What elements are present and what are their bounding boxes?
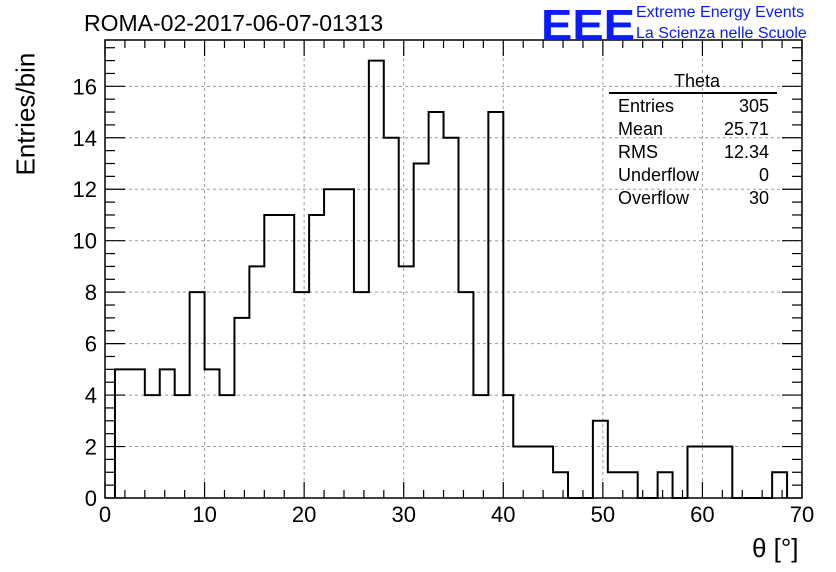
plot-frame [104,39,803,499]
stats-row-mean: Mean 25.71 [609,118,777,141]
y-tick-label: 14 [73,126,97,151]
histogram-bin [473,395,488,498]
stats-value: 25.71 [723,119,769,139]
eee-logo: EEE [541,1,635,46]
stats-value: 12.34 [723,142,769,162]
x-tick-label: 0 [99,502,111,527]
histogram-bin [294,292,309,498]
histogram-bin [234,318,249,498]
histogram-bin [309,215,324,498]
histogram-bin [354,292,369,498]
axis-ticks [104,40,803,499]
chart-title: ROMA-02-2017-06-07-01313 [84,10,384,36]
x-tick-label: 50 [591,502,615,527]
eee-logo-text: Extreme Energy Events La Scienza nelle S… [636,2,807,44]
x-tick-label: 40 [491,502,515,527]
histogram-bin [115,369,145,498]
x-axis-label: θ [°] [752,533,799,563]
stats-box: Theta Entries 305 Mean 25.71 RMS 12.34 Unde… [609,70,777,210]
y-tick-label: 12 [73,177,97,202]
y-tick-labels: 0 2 4 6 8 10 12 14 16 [73,74,97,511]
stats-title: Theta [673,71,721,91]
histogram-bin [205,369,220,498]
stats-row-underflow: Underflow 0 [609,164,777,187]
stats-value: 0 [758,165,769,185]
y-axis-label: Entries/bin [10,52,41,176]
histogram-bin [175,395,190,498]
stats-row-entries: Entries 305 [609,95,777,118]
histogram-bin [429,112,444,498]
histogram-bin [553,472,568,498]
y-tick-label: 16 [73,74,97,99]
stats-value: 30 [748,188,769,208]
histogram-bin [444,138,459,498]
y-tick-label: 10 [73,229,97,254]
y-tick-label: 6 [85,332,97,357]
histogram-bin [399,266,414,498]
histogram-bin [593,421,608,498]
stats-value: 305 [738,96,769,116]
x-tick-label: 30 [391,502,415,527]
stats-row-rms: RMS 12.34 [609,141,777,164]
x-tick-label: 20 [292,502,316,527]
histogram-bin [658,472,673,498]
stats-label: Overflow [618,188,690,208]
x-tick-label: 10 [192,502,216,527]
x-tick-label: 60 [690,502,714,527]
stats-label: RMS [618,142,658,162]
logo-line2: La Scienza nelle Scuole [636,25,807,42]
histogram-bin [384,138,399,498]
eee-logo-mark: EEE [541,1,635,46]
histogram-bin [160,369,175,498]
y-tick-label: 2 [85,435,97,460]
histogram-bin [488,112,503,498]
histogram-bin [249,266,264,498]
logo-line1: Extreme Energy Events [636,4,805,21]
histogram-bin [414,164,429,498]
y-tick-label: 0 [85,486,97,511]
histogram-bin [513,447,553,498]
histogram-bin [772,472,787,498]
x-tick-label: 70 [790,502,814,527]
y-tick-label: 8 [85,280,97,305]
y-tick-label: 4 [85,383,97,408]
histogram-bin [264,215,294,498]
stats-label: Underflow [618,165,700,185]
histogram-bin [369,61,384,498]
stats-label: Entries [618,96,675,116]
histogram-bin [687,447,732,498]
stats-label: Mean [618,119,664,139]
stats-row-overflow: Overflow 30 [609,187,777,210]
x-tick-labels: 0 10 20 30 40 50 60 70 [99,502,814,527]
stats-divider [609,92,777,94]
